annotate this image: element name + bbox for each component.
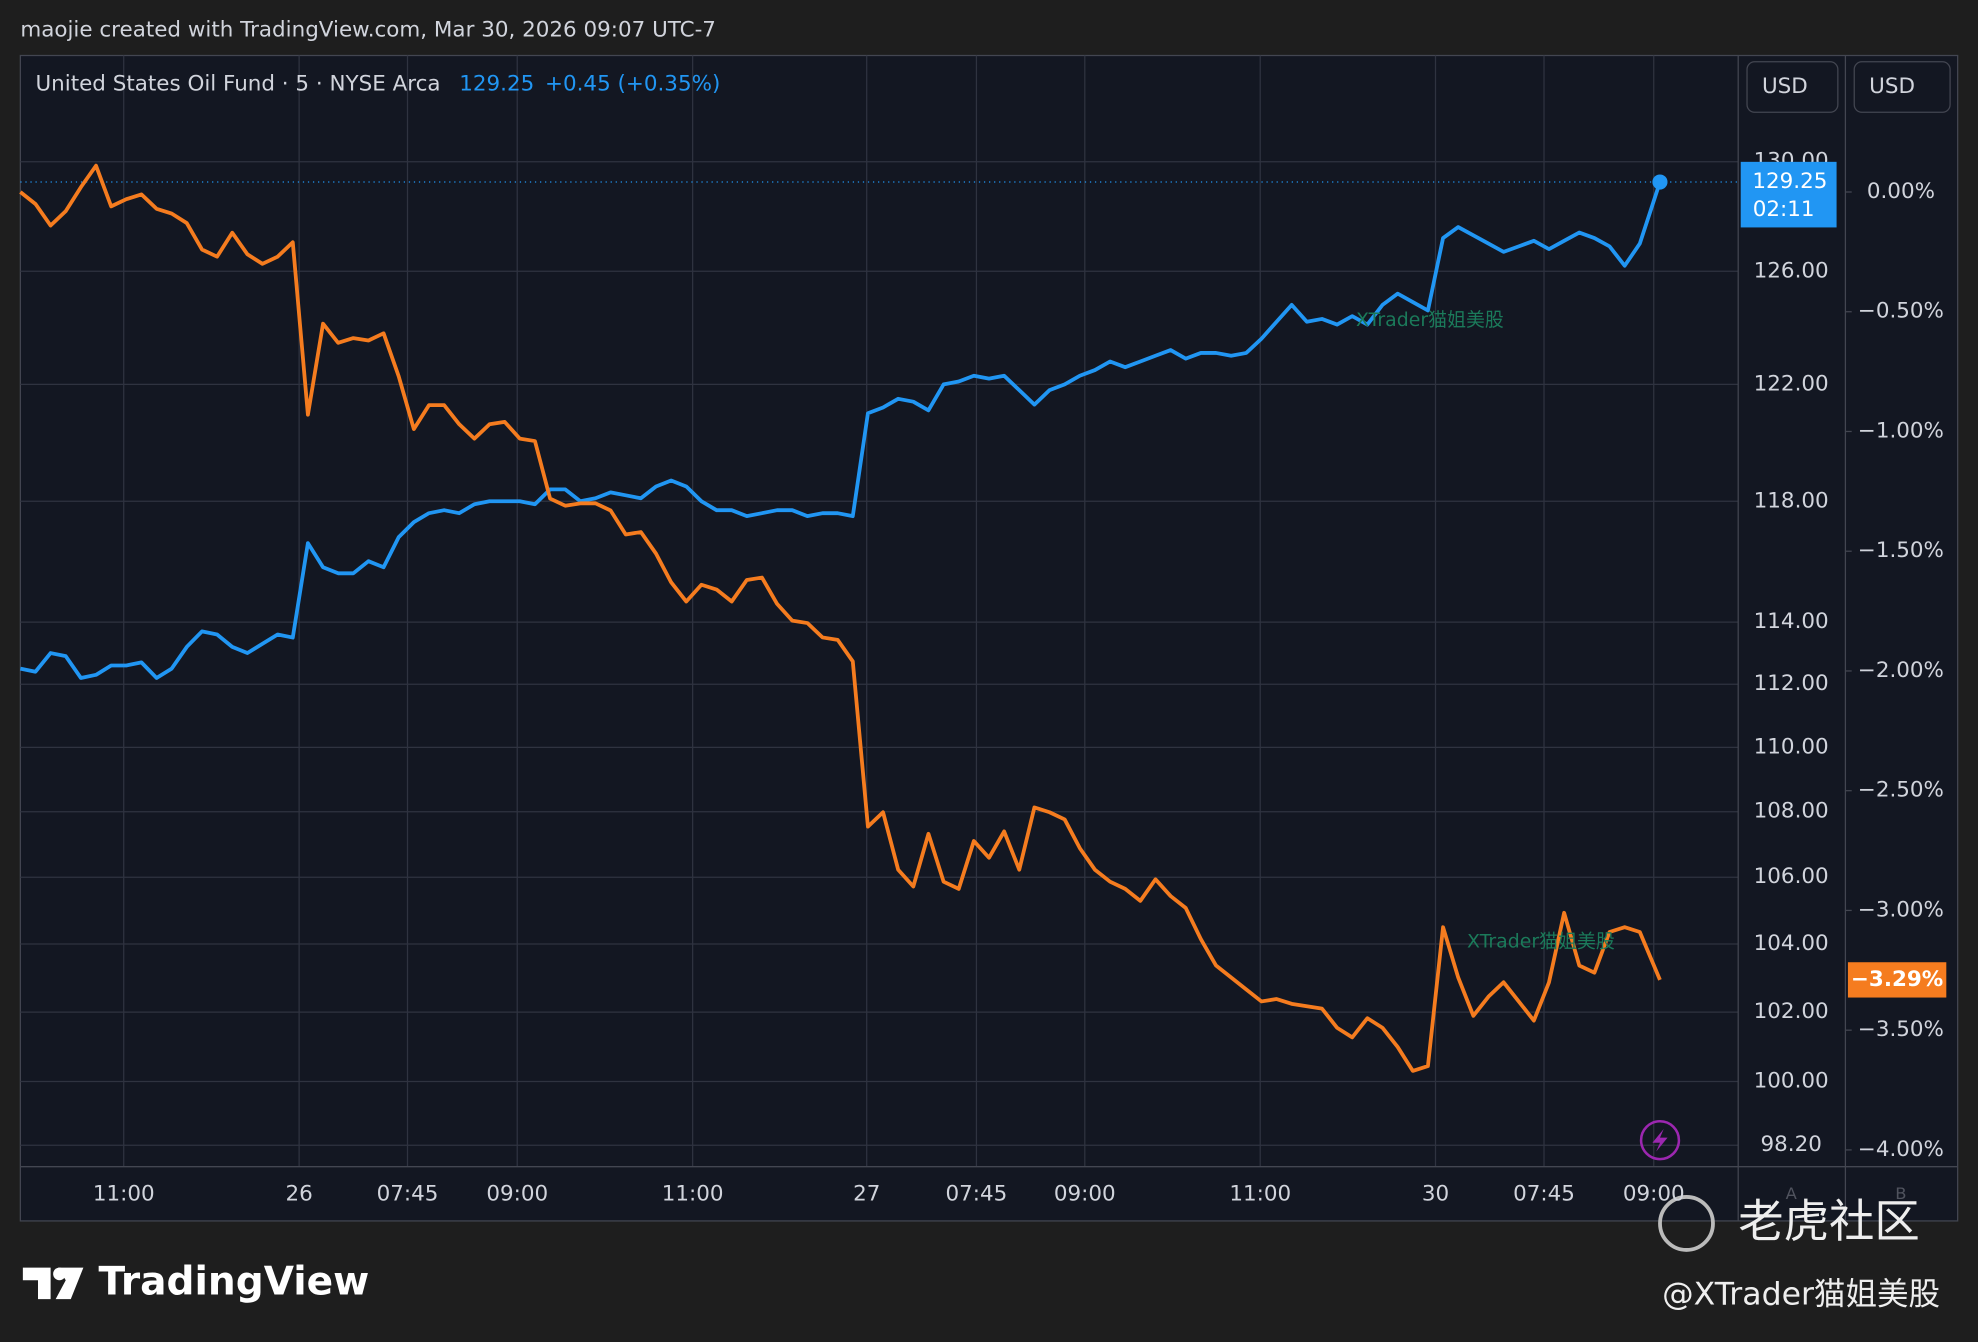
alert-icon[interactable] — [1639, 1120, 1681, 1161]
x-tick-label: 11:00 — [93, 1181, 155, 1206]
grid — [20, 55, 1739, 1167]
price-line — [19, 163, 1662, 1073]
price-badge-label: 129.25 — [1752, 169, 1827, 194]
axis-letter[interactable]: B — [1895, 1184, 1906, 1203]
x-tick-label: 26 — [285, 1181, 312, 1206]
y-tick-label: 104.00 — [1754, 931, 1829, 956]
y-tick-label: 114.00 — [1754, 609, 1829, 634]
brand-logo-dot — [53, 1267, 66, 1281]
legend-change: +0.45 (+0.35%) — [545, 72, 720, 97]
y2-tick-label: −3.00% — [1858, 897, 1944, 922]
x-tick-label: 09:00 — [1623, 1181, 1685, 1206]
x-tick-label: 07:45 — [1513, 1181, 1575, 1206]
symbol-legend[interactable]: United States Oil Fund · 5 · NYSE Arca — [35, 72, 440, 97]
axis-letter[interactable]: A — [1786, 1184, 1798, 1203]
currency-button[interactable] — [1853, 61, 1951, 113]
x-tick-label: 07:45 — [946, 1181, 1008, 1206]
x-tick-label: 09:00 — [486, 1181, 548, 1206]
chart-frame — [19, 54, 1959, 1222]
attribution: maojie created with TradingView.com, Mar… — [20, 17, 716, 42]
x-tick-label: 11:00 — [662, 1181, 724, 1206]
y-tick-label: 106.00 — [1754, 864, 1829, 889]
plot — [19, 163, 1668, 1073]
author-handle: @XTrader猫姐美股 — [1662, 1276, 1940, 1312]
watermark: XTrader猫姐美股 — [1467, 931, 1615, 953]
legend-price: 129.25 — [459, 72, 534, 97]
countdown: 02:11 — [1753, 197, 1815, 222]
x-tick-label: 11:00 — [1229, 1181, 1291, 1206]
x-tick-label: 30 — [1422, 1181, 1449, 1206]
y-tick-label: 110.00 — [1754, 734, 1829, 759]
y2-tick-label: 0.00% — [1867, 179, 1935, 204]
alert-bolt — [1652, 1128, 1668, 1152]
y-tick-label: 102.00 — [1754, 999, 1829, 1024]
brand-name: TradingView — [99, 1259, 370, 1304]
y2-tick-label: −2.50% — [1858, 778, 1944, 803]
percent-badge-label: −3.29% — [1851, 967, 1943, 992]
y2-tick-label: −1.50% — [1858, 538, 1944, 563]
y-tick-label: 126.00 — [1754, 258, 1829, 283]
community-logo — [1658, 1195, 1715, 1252]
y-tick-label: 112.00 — [1754, 671, 1829, 696]
currency-button[interactable] — [1746, 61, 1839, 113]
price-line — [19, 181, 1662, 680]
y-tick-label: 100.00 — [1754, 1069, 1829, 1094]
y2-tick-label: −4.00% — [1858, 1137, 1944, 1162]
y2-tick-label: −2.00% — [1858, 658, 1944, 683]
x-tick-label: 07:45 — [377, 1181, 439, 1206]
y-tick-label: 98.20 — [1760, 1132, 1821, 1157]
x-tick-label: 27 — [853, 1181, 880, 1206]
y2-tick-label: −0.50% — [1858, 299, 1944, 324]
price-badge — [1740, 161, 1837, 228]
watermark: XTrader猫姐美股 — [1356, 309, 1504, 331]
community-name: 老虎社区 — [1738, 1195, 1920, 1248]
y-tick-label: 118.00 — [1754, 488, 1829, 513]
y2-tick-label: −1.00% — [1858, 418, 1944, 443]
last-point — [1652, 174, 1668, 190]
y-tick-label: 108.00 — [1754, 799, 1829, 824]
currency-label[interactable]: USD — [1762, 74, 1808, 99]
y-tick-label: 122.00 — [1754, 371, 1829, 396]
percent-badge — [1847, 962, 1947, 998]
y2-tick-label: −3.50% — [1858, 1017, 1944, 1042]
x-tick-label: 09:00 — [1054, 1181, 1116, 1206]
currency-label[interactable]: USD — [1869, 74, 1915, 99]
